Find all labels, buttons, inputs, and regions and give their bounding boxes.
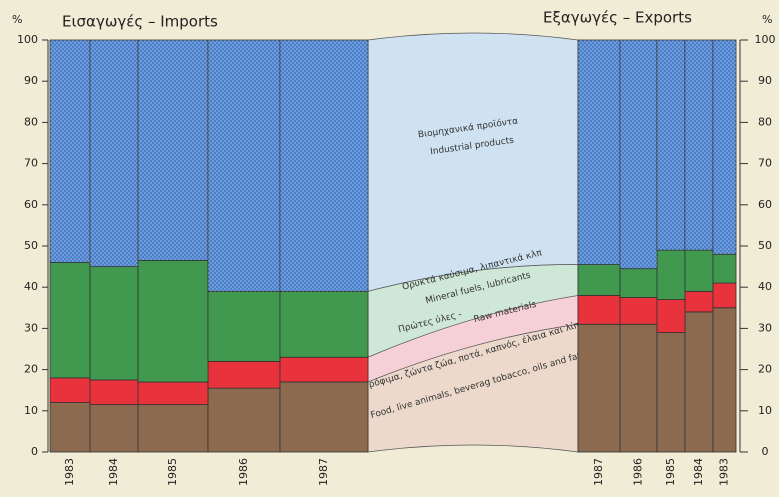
y-tick-label: 100 (17, 33, 38, 46)
bar-segment (89, 404, 139, 453)
bar-segment (684, 249, 714, 292)
y-tick-label: 60 (24, 198, 38, 211)
y2-axis-label: % (762, 13, 772, 26)
y-tick-label: 100 (755, 33, 776, 46)
y-tick-label: 10 (24, 404, 38, 417)
bar-texture (138, 40, 208, 261)
y-tick-label: 20 (758, 363, 772, 376)
bar-texture (578, 40, 620, 265)
x-tick-label: 1985 (166, 458, 179, 486)
bar-segment (656, 299, 686, 333)
bar-segment (712, 253, 737, 284)
bar-segment (619, 323, 658, 453)
bar-segment (684, 311, 714, 453)
y-tick-label: 90 (24, 74, 38, 87)
y-tick-label: 80 (24, 115, 38, 128)
x-tick-label: 1986 (632, 458, 645, 486)
bar-segment (49, 377, 91, 403)
y-tick-label: 10 (758, 404, 772, 417)
bar-segment (207, 387, 281, 453)
bar-segment (712, 307, 737, 453)
x-tick-label: 1984 (107, 458, 120, 486)
bar-segment (577, 295, 621, 325)
y-tick-label: 0 (762, 445, 769, 458)
bar-texture (657, 40, 685, 251)
x-tick-label: 1985 (664, 458, 677, 486)
bar-segment (619, 268, 658, 298)
bar-segment (89, 266, 139, 381)
x-tick-label: 1983 (63, 458, 76, 486)
y-tick-label: 60 (758, 198, 772, 211)
y-tick-label: 50 (24, 239, 38, 252)
bar-texture (50, 40, 90, 263)
y-tick-label: 70 (758, 157, 772, 170)
bar-texture (90, 40, 138, 267)
x-tick-label: 1986 (237, 458, 250, 486)
bar-segment (577, 264, 621, 296)
bar-segment (137, 404, 209, 453)
x-tick-label: 1983 (718, 458, 731, 486)
y-axis-label: % (12, 13, 22, 26)
bar-segment (656, 249, 686, 300)
y-tick-label: 20 (24, 363, 38, 376)
y-tick-label: 40 (758, 280, 772, 293)
bar-segment (279, 381, 369, 453)
y-tick-label: 80 (758, 115, 772, 128)
flow-connector (367, 32, 579, 453)
bar-segment (577, 323, 621, 453)
bar-segment (712, 282, 737, 309)
x-tick-label: 1987 (317, 458, 330, 486)
bar-segment (137, 260, 209, 383)
bar-segment (137, 381, 209, 406)
y-tick-label: 40 (24, 280, 38, 293)
bar-texture (280, 40, 368, 292)
imports-title: Εισαγωγές – Imports (62, 13, 218, 31)
bar-segment (656, 332, 686, 453)
y-tick-label: 30 (24, 321, 38, 334)
flow-band (367, 32, 579, 292)
x-tick-label: 1984 (692, 458, 705, 486)
y-tick-label: 0 (31, 445, 38, 458)
y-tick-label: 50 (758, 239, 772, 252)
exports-title: Εξαγωγές – Exports (543, 9, 692, 27)
y-tick-label: 90 (758, 74, 772, 87)
bar-texture (208, 40, 280, 292)
bar-texture (620, 40, 657, 269)
bar-texture (685, 40, 713, 251)
y-tick-label: 70 (24, 157, 38, 170)
bar-texture (713, 40, 736, 255)
bar-segment (207, 360, 281, 389)
x-tick-label: 1987 (592, 458, 605, 486)
bar-segment (279, 356, 369, 383)
bar-segment (207, 290, 281, 362)
bar-segment (279, 290, 369, 358)
bar-segment (684, 290, 714, 313)
bar-segment (619, 297, 658, 325)
bar-segment (49, 402, 91, 453)
bar-segment (89, 379, 139, 406)
bar-segment (49, 262, 91, 379)
y-tick-label: 30 (758, 321, 772, 334)
